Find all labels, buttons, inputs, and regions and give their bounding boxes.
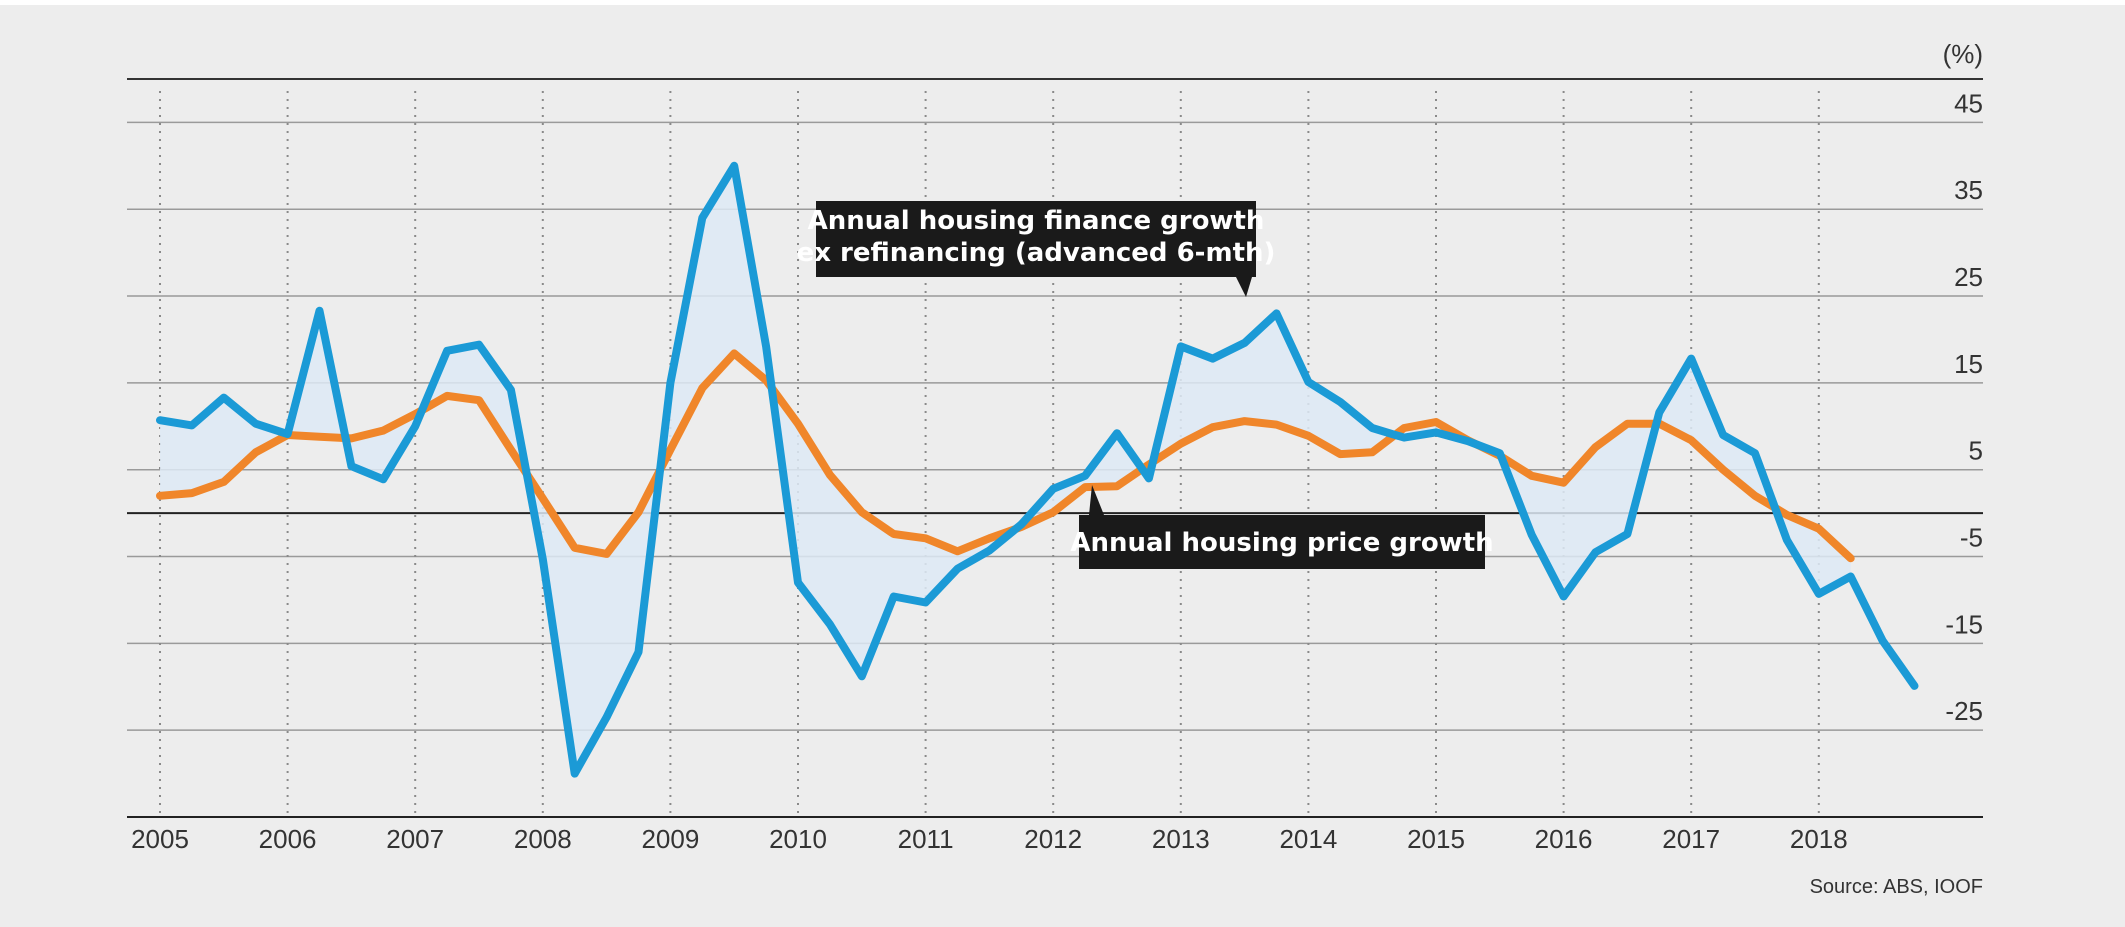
- finance-callout-box: [816, 201, 1256, 277]
- x-tick-label: 2012: [1024, 824, 1082, 854]
- x-tick-label: 2011: [898, 824, 954, 854]
- y-tick-label: -5: [1960, 523, 1983, 553]
- finance-callout-line-2: ex refinancing (advanced 6-mth): [797, 238, 1276, 268]
- finance-callout-line-1: Annual housing finance growth: [808, 206, 1265, 236]
- series-layer: [156, 161, 1919, 778]
- series-line-finance-growth: [156, 161, 1919, 778]
- x-tick-label: 2016: [1535, 824, 1593, 854]
- x-tick-label: 2010: [769, 824, 827, 854]
- x-tick-label: 2018: [1790, 824, 1848, 854]
- y-tick-label: -25: [1945, 696, 1983, 726]
- x-tick-label: 2009: [641, 824, 699, 854]
- y-axis-unit-label: (%): [1943, 39, 1983, 69]
- x-tick-label: 2013: [1152, 824, 1210, 854]
- y-tick-label: -15: [1945, 609, 1983, 639]
- y-tick-label: 45: [1954, 88, 1983, 118]
- price-callout-box: [1079, 515, 1485, 569]
- x-tick-label: 2014: [1279, 824, 1337, 854]
- finance-callout-pointer: [1236, 277, 1252, 297]
- x-tick-label: 2005: [131, 824, 189, 854]
- y-tick-label: 5: [1969, 436, 1983, 466]
- x-tick-label: 2008: [514, 824, 572, 854]
- x-tick-label: 2015: [1407, 824, 1465, 854]
- chart-panel: 45 35 25 15 5 -5 -15 -25 2005 2006 2007 2008 2009 201…: [0, 5, 2125, 927]
- line-chart: 45 35 25 15 5 -5 -15 -25 2005 2006 2007 2008 2009 201…: [127, 39, 1983, 898]
- gap-shading-area: [160, 165, 1851, 774]
- y-tick-label: 15: [1954, 349, 1983, 379]
- y-tick-label: 35: [1954, 175, 1983, 205]
- price-callout-label: Annual housing price growth: [1070, 528, 1493, 558]
- price-growth-callout: Annual housing price growth: [1070, 485, 1494, 569]
- finance-growth-callout: Annual housing finance growth ex refinan…: [797, 201, 1276, 297]
- gap-shading: [160, 165, 1851, 774]
- source-note: Source: ABS, IOOF: [1810, 876, 1983, 898]
- x-tick-label: 2007: [386, 824, 444, 854]
- price-callout-pointer: [1089, 485, 1104, 515]
- y-tick-label: 25: [1954, 262, 1983, 292]
- x-tick-label: 2006: [259, 824, 317, 854]
- x-tick-label: 2017: [1662, 824, 1720, 854]
- axis-labels: 45 35 25 15 5 -5 -15 -25 2005 2006 2007 2008 2009 201…: [131, 88, 1983, 854]
